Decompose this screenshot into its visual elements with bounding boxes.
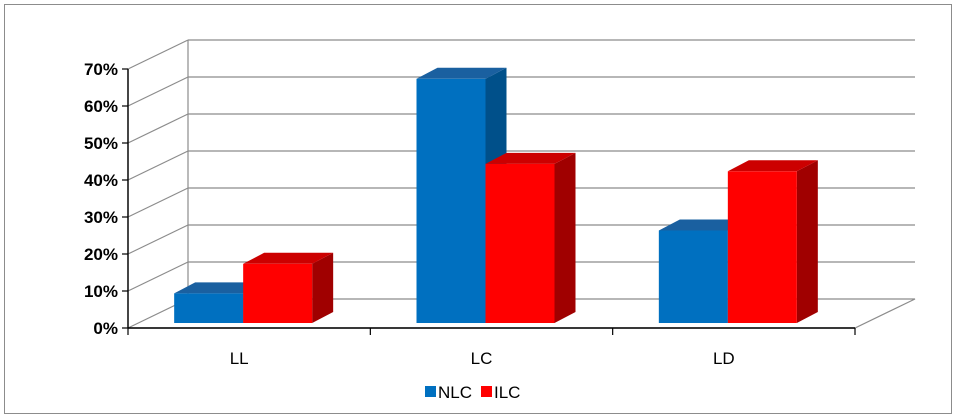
legend: NLC ILC (425, 383, 520, 402)
gridline-side (127, 187, 189, 218)
axes (122, 68, 856, 335)
y-tick-label: 0% (93, 319, 118, 338)
gridline-side (127, 224, 189, 255)
bar-top (243, 252, 334, 264)
bar-front (243, 263, 313, 323)
bar-side (312, 252, 334, 323)
bar-ilc-lc (485, 152, 576, 323)
y-tick-label: 40% (84, 171, 118, 190)
y-tick-label: 10% (84, 282, 118, 301)
y-tick-label: 70% (84, 60, 118, 79)
legend-item-ilc: ILC (481, 383, 520, 402)
x-category-label: LD (713, 349, 735, 368)
gridline-side (127, 150, 189, 181)
legend-item-nlc: NLC (425, 383, 472, 402)
bar-front (416, 78, 486, 323)
chart-frame: 0% 10% 20% 30% 40% 50% 60% 70% LL LC LD NLC ILC (4, 4, 952, 414)
bar-top (485, 152, 576, 164)
bar-front (658, 230, 728, 323)
bar-ilc-ll (243, 252, 334, 323)
gridline-side (127, 76, 189, 107)
legend-label: NLC (438, 383, 472, 402)
x-category-label: LL (230, 349, 249, 368)
y-tick-label: 20% (84, 245, 118, 264)
bar-side (796, 160, 818, 323)
bar-side (554, 152, 576, 323)
bar-ilc-ld (727, 160, 818, 323)
bar-front (174, 293, 244, 323)
y-tick-label: 30% (84, 208, 118, 227)
legend-swatch (425, 386, 436, 397)
bars (174, 67, 818, 323)
bar-top (658, 219, 749, 231)
bar-top (174, 282, 265, 294)
bar-chart: 0% 10% 20% 30% 40% 50% 60% 70% LL LC LD NLC ILC (84, 39, 916, 402)
legend-label: ILC (494, 383, 520, 402)
y-tick-labels: 0% 10% 20% 30% 40% 50% 60% 70% (84, 60, 118, 338)
bar-top (727, 160, 818, 172)
bar-top (416, 67, 507, 79)
y-tick-label: 60% (84, 97, 118, 116)
bar-front (485, 163, 555, 323)
gridline-side (127, 261, 189, 292)
legend-swatch (481, 386, 492, 397)
x-category-label: LC (471, 349, 493, 368)
gridline-side (127, 39, 189, 70)
bar-front (727, 171, 797, 323)
gridline-side (127, 113, 189, 144)
category-labels: LL LC LD (230, 349, 735, 368)
y-tick-label: 50% (84, 134, 118, 153)
